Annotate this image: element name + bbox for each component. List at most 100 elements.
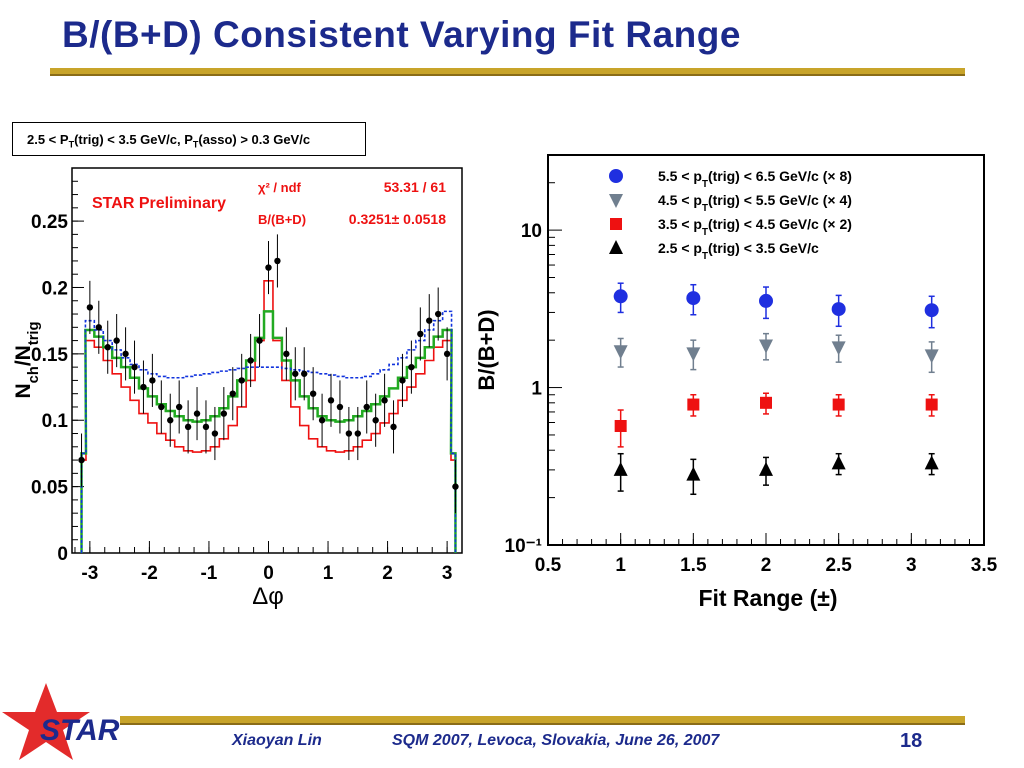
condition-box: 2.5 < PT(trig) < 3.5 GeV/c, PT(asso) > 0… <box>12 122 366 156</box>
data-point <box>140 383 147 391</box>
series-1-point <box>924 349 939 364</box>
data-point <box>229 390 236 397</box>
ratio-label: B/(B+D) <box>258 212 306 227</box>
series-2-point <box>832 398 845 411</box>
x-tick-label: 2.5 <box>825 555 852 576</box>
data-point <box>131 363 138 371</box>
x-tick-label: -2 <box>141 563 158 584</box>
data-point <box>443 350 451 358</box>
data-point <box>167 417 174 424</box>
x-tick-label: 1.5 <box>680 555 707 576</box>
series-2-point <box>760 396 772 409</box>
x-tick-label: 3 <box>442 563 453 584</box>
series-0-point <box>831 302 846 317</box>
star-icon <box>2 683 90 760</box>
series-1-point <box>831 341 846 356</box>
data-point <box>318 417 326 424</box>
series-2-point <box>925 398 938 411</box>
x-tick-label: 3.5 <box>971 555 998 576</box>
data-point <box>95 324 102 331</box>
logo-text: STAR <box>40 714 120 747</box>
data-point <box>247 357 254 364</box>
data-point <box>274 257 281 265</box>
data-point <box>301 370 308 377</box>
chi2-value: 53.31 / 61 <box>384 179 446 195</box>
y-tick-label: 0.15 <box>31 345 68 366</box>
data-point <box>283 350 290 358</box>
author: Xiaoyan Lin <box>232 732 322 749</box>
series-1-point <box>613 345 628 360</box>
legend-marker-2 <box>610 218 622 230</box>
y-tick-label: 1 <box>531 379 542 400</box>
conference: SQM 2007, Levoca, Slovakia, June 26, 200… <box>392 732 720 749</box>
data-point <box>372 417 379 424</box>
data-point <box>86 304 94 311</box>
ratio-value: 0.3251± 0.0518 <box>349 211 446 227</box>
data-point <box>104 344 111 351</box>
series-2-point <box>614 419 627 432</box>
plot-frame <box>71 167 463 554</box>
series-0-point <box>759 293 773 308</box>
data-point <box>345 430 353 437</box>
y-tick-label: 0.05 <box>31 478 68 499</box>
x-tick-label: 2 <box>382 563 393 584</box>
series-2-point <box>687 398 700 411</box>
data-point <box>399 377 406 384</box>
x-tick-label: 0 <box>263 563 274 584</box>
data-point <box>408 363 415 371</box>
footer-bar <box>120 716 965 723</box>
data-point <box>309 390 317 397</box>
series-2-step <box>80 310 457 553</box>
data-point <box>220 410 228 417</box>
legend-marker-1 <box>609 194 623 208</box>
page-number: 18 <box>900 730 923 752</box>
x-tick-label: 3 <box>906 555 917 576</box>
data-point <box>238 377 245 384</box>
y-axis-label: B/(B+D) <box>474 309 499 390</box>
data-point <box>417 330 424 338</box>
y-tick-label: 0 <box>57 544 68 565</box>
data-point <box>158 403 165 411</box>
legend-marker-3 <box>609 240 623 254</box>
data-point <box>390 423 397 431</box>
data-point <box>122 350 129 358</box>
y-tick-label: 0.25 <box>31 212 68 233</box>
data-point <box>354 430 362 437</box>
data-point <box>426 317 433 324</box>
title-underline-shadow <box>50 74 965 76</box>
x-tick-label: 1 <box>323 563 334 584</box>
chi2-label: χ² / ndf <box>258 180 302 195</box>
data-point <box>336 403 344 411</box>
x-axis-label: Δφ <box>252 583 284 610</box>
data-point <box>184 423 192 431</box>
data-point <box>256 337 263 344</box>
series-1-point <box>759 339 773 354</box>
series-3-point <box>759 461 773 476</box>
x-tick-label: 1 <box>615 555 626 576</box>
x-tick-label: 0.5 <box>535 555 562 576</box>
data-point <box>175 403 183 411</box>
condition-text: 2.5 < PT(trig) < 3.5 GeV/c, PT(asso) > 0… <box>27 132 311 150</box>
data-point <box>327 397 335 404</box>
series-1-point <box>686 347 701 362</box>
data-point <box>292 370 299 377</box>
series-3-point <box>613 461 628 476</box>
series-0-point <box>686 291 701 306</box>
y-tick-label: 10 <box>521 221 542 242</box>
data-point <box>78 456 85 464</box>
y-tick-label: 10⁻¹ <box>505 536 543 557</box>
series-3-point <box>831 455 846 470</box>
slide-title: B/(B+D) Consistent Varying Fit Range <box>62 14 741 55</box>
series-3-point <box>686 466 701 481</box>
data-point <box>363 403 370 411</box>
series-0-point <box>924 303 939 318</box>
series-3-point <box>924 455 939 470</box>
data-point <box>434 310 442 318</box>
series-0-point <box>613 289 628 304</box>
preliminary-label: STAR Preliminary <box>92 195 226 212</box>
data-point <box>193 410 201 417</box>
x-tick-label: -1 <box>200 563 217 584</box>
